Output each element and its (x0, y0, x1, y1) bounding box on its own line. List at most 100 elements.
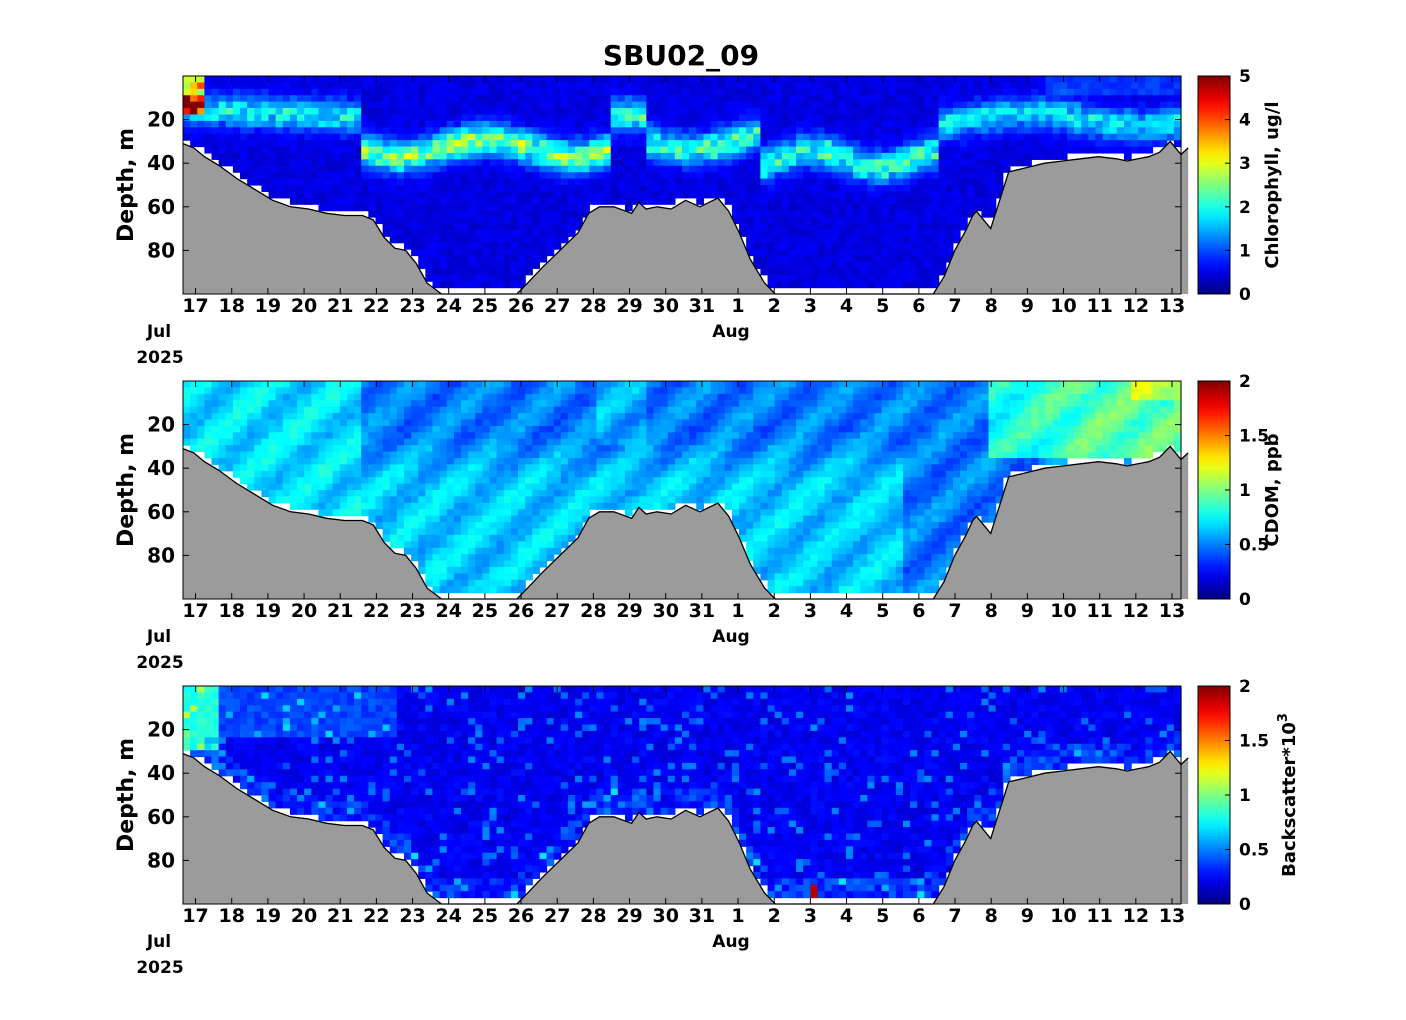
heatmap-cell (853, 108, 861, 115)
heatmap-cell (568, 413, 576, 420)
heatmap-cell (668, 496, 676, 503)
heatmap-cell (696, 134, 704, 141)
heatmap-cell (917, 262, 925, 269)
heatmap-cell (504, 217, 512, 224)
heatmap-cell (468, 496, 476, 503)
heatmap-cell (454, 528, 462, 535)
heatmap-cell (632, 484, 640, 491)
heatmap-cell (461, 464, 469, 471)
heatmap-cell (867, 134, 875, 141)
heatmap-cell (839, 249, 847, 256)
heatmap-cell (832, 204, 840, 211)
heatmap-cell (568, 89, 576, 96)
heatmap-cell (433, 236, 441, 243)
heatmap-cell (639, 407, 647, 414)
heatmap-cell (554, 548, 562, 555)
heatmap-cell (789, 140, 797, 147)
heatmap-cell (732, 185, 740, 192)
heatmap-cell (1024, 76, 1032, 83)
heatmap-cell (1167, 95, 1175, 102)
heatmap-cell (611, 198, 619, 205)
heatmap-cell (917, 243, 925, 250)
heatmap-cell (561, 140, 569, 147)
heatmap-cell (1160, 76, 1168, 83)
heatmap-cell (461, 172, 469, 179)
heatmap-cell (917, 134, 925, 141)
heatmap-cell (768, 223, 776, 230)
heatmap-cell (903, 108, 911, 115)
heatmap-cell (404, 204, 412, 211)
heatmap-cell (411, 127, 419, 134)
heatmap-cell (247, 153, 255, 160)
heatmap-cell (440, 503, 448, 510)
heatmap-cell (183, 407, 191, 414)
heatmap-cell (411, 548, 419, 555)
heatmap-cell (311, 419, 319, 426)
heatmap-cell (247, 477, 255, 484)
heatmap-cell (882, 153, 890, 160)
heatmap-cell (440, 121, 448, 128)
heatmap-cell (896, 108, 904, 115)
heatmap-cell (418, 159, 426, 166)
heatmap-cell (326, 172, 334, 179)
heatmap-cell (511, 147, 519, 154)
heatmap-cell (1088, 76, 1096, 83)
heatmap-cell (197, 89, 205, 96)
heatmap-cell (604, 381, 612, 388)
heatmap-cell (269, 452, 277, 459)
heatmap-cell (653, 121, 661, 128)
heatmap-cell (867, 268, 875, 275)
heatmap-cell (511, 503, 519, 510)
heatmap-cell (368, 127, 376, 134)
heatmap-cell (832, 121, 840, 128)
heatmap-cell (653, 381, 661, 388)
heatmap-cell (340, 179, 348, 186)
heatmap-cell (361, 477, 369, 484)
heatmap-cell (561, 121, 569, 128)
heatmap-cell (311, 432, 319, 439)
heatmap-cell (953, 217, 961, 224)
heatmap-cell (703, 108, 711, 115)
heatmap-cell (867, 166, 875, 173)
heatmap-cell (226, 394, 234, 401)
heatmap-cell (361, 102, 369, 109)
heatmap-cell (518, 516, 526, 523)
heatmap-cell (1038, 127, 1046, 134)
heatmap-cell (604, 159, 612, 166)
heatmap-cell (675, 102, 683, 109)
heatmap-cell (532, 561, 540, 568)
heatmap-cell (896, 153, 904, 160)
heatmap-cell (653, 147, 661, 154)
heatmap-cell (910, 243, 918, 250)
heatmap-cell (475, 275, 483, 282)
heatmap-cell (889, 121, 897, 128)
heatmap-cell (440, 516, 448, 523)
heatmap-cell (297, 426, 305, 433)
heatmap-cell (1174, 89, 1182, 96)
heatmap-cell (404, 236, 412, 243)
heatmap-cell (261, 153, 269, 160)
heatmap-cell (539, 121, 547, 128)
heatmap-cell (518, 230, 526, 237)
heatmap-cell (589, 496, 597, 503)
heatmap-cell (504, 516, 512, 523)
heatmap-cell (404, 516, 412, 523)
heatmap-cell (625, 108, 633, 115)
heatmap-cell (397, 464, 405, 471)
heatmap-cell (539, 452, 547, 459)
heatmap-cell (283, 419, 291, 426)
heatmap-cell (383, 134, 391, 141)
heatmap-cell (311, 413, 319, 420)
heatmap-cell (347, 452, 355, 459)
heatmap-cell (653, 432, 661, 439)
heatmap-cell (596, 159, 604, 166)
heatmap-cell (539, 484, 547, 491)
heatmap-cell (760, 256, 768, 263)
heatmap-cell (468, 140, 476, 147)
heatmap-cell (675, 407, 683, 414)
heatmap-cell (639, 452, 647, 459)
heatmap-cell (604, 394, 612, 401)
heatmap-cell (946, 114, 954, 121)
heatmap-cell (383, 95, 391, 102)
heatmap-cell (839, 82, 847, 89)
